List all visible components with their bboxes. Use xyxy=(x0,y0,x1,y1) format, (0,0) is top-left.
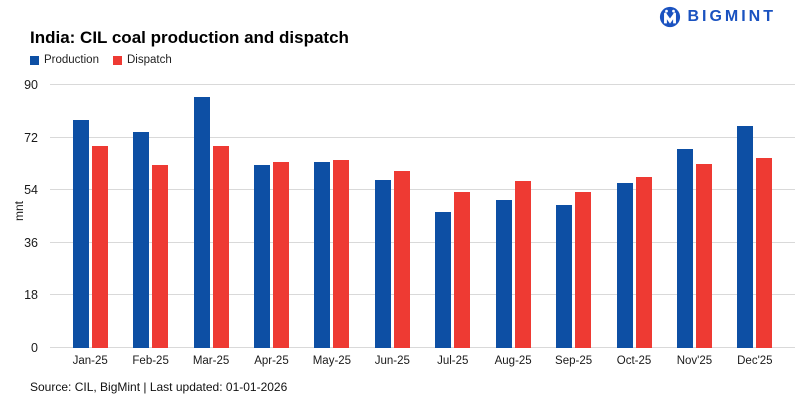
production-bar-Aug-25[interactable] xyxy=(495,200,512,348)
bar-group-Mar-25: Mar-25 xyxy=(181,85,241,367)
y-tick-label-36: 36 xyxy=(24,235,38,250)
production-bar-Apr-25[interactable] xyxy=(253,165,270,348)
gridline-18 xyxy=(50,294,795,296)
production-bar-Nov'25[interactable] xyxy=(676,149,693,348)
x-tick-label-Dec'25: Dec'25 xyxy=(737,355,773,367)
gridline-90 xyxy=(50,84,795,85)
dispatch-bar-Feb-25[interactable] xyxy=(152,165,169,348)
x-tick-label-Jul-25: Jul-25 xyxy=(437,355,469,367)
bar-group-Aug-25: Aug-25 xyxy=(483,85,543,367)
production-bar-Feb-25[interactable] xyxy=(133,131,150,348)
chart-title: India: CIL coal production and dispatch xyxy=(30,28,349,47)
y-axis-ticks: 0 18 36 54 72 90 xyxy=(0,78,42,355)
bar-group-Dec'25: Dec'25 xyxy=(725,85,785,367)
dispatch-bar-Dec'25[interactable] xyxy=(756,158,773,348)
dispatch-bar-Apr-25[interactable] xyxy=(272,162,289,348)
y-tick-label-72: 72 xyxy=(24,130,38,145)
legend: Production Dispatch xyxy=(30,54,172,66)
dispatch-bar-Mar-25[interactable] xyxy=(212,146,229,348)
x-tick-label-Aug-25: Aug-25 xyxy=(494,355,532,367)
x-tick-label-Sep-25: Sep-25 xyxy=(555,355,593,367)
dispatch-swatch xyxy=(112,55,122,65)
bar-group-Jan-25: Jan-25 xyxy=(60,85,120,367)
brand-name: BIGMINT xyxy=(687,8,776,25)
bar-group-Jun-25: Jun-25 xyxy=(362,85,422,367)
dispatch-bar-Sep-25[interactable] xyxy=(575,191,592,348)
bar-group-Nov'25: Nov'25 xyxy=(664,85,724,367)
production-bar-May-25[interactable] xyxy=(314,162,331,348)
bigmint-logo-icon xyxy=(659,6,681,28)
dispatch-bar-Jul-25[interactable] xyxy=(454,191,471,348)
source-note: Source: CIL, BigMint | Last updated: 01-… xyxy=(30,380,288,394)
y-axis-label: mnt xyxy=(12,201,26,222)
x-tick-label-Nov'25: Nov'25 xyxy=(676,355,713,367)
y-tick-label-90: 90 xyxy=(24,78,38,92)
x-tick-label-Jun-25: Jun-25 xyxy=(374,355,410,367)
bar-group-Feb-25: Feb-25 xyxy=(120,85,180,367)
dispatch-bar-Jun-25[interactable] xyxy=(393,171,410,348)
production-bar-Jun-25[interactable] xyxy=(374,179,391,348)
bars-row: Jan-25 Feb-25 Mar-25 Apr-25 May-25 Jun-25 Jul-… xyxy=(60,85,785,367)
dispatch-bar-Aug-25[interactable] xyxy=(514,181,531,348)
x-tick-label-Feb-25: Feb-25 xyxy=(132,355,169,367)
legend-label-production: Production xyxy=(44,54,99,66)
bar-group-Apr-25: Apr-25 xyxy=(241,85,301,367)
x-tick-label-May-25: May-25 xyxy=(312,355,352,367)
dispatch-bar-Nov'25[interactable] xyxy=(695,163,712,348)
x-tick-label-Oct-25: Oct-25 xyxy=(616,355,652,367)
gridline-0 xyxy=(50,347,795,348)
gridline-36 xyxy=(50,241,795,243)
y-tick-label-54: 54 xyxy=(24,183,38,198)
production-bar-Jan-25[interactable] xyxy=(72,120,89,348)
x-tick-label-Jan-25: Jan-25 xyxy=(72,355,108,367)
legend-item-production[interactable]: Production xyxy=(30,54,99,66)
legend-label-dispatch: Dispatch xyxy=(126,54,172,66)
bar-group-Jul-25: Jul-25 xyxy=(423,85,483,367)
bar-group-Oct-25: Oct-25 xyxy=(604,85,664,367)
production-bar-Sep-25[interactable] xyxy=(556,204,573,348)
dispatch-bar-May-25[interactable] xyxy=(333,159,350,348)
production-bar-Jul-25[interactable] xyxy=(435,212,452,348)
production-bar-Dec'25[interactable] xyxy=(737,125,754,348)
plot-area: Jan-25 Feb-25 Mar-25 Apr-25 May-25 Jun-25 Jul-… xyxy=(50,84,795,367)
legend-item-dispatch[interactable]: Dispatch xyxy=(112,54,172,66)
y-tick-label-0: 0 xyxy=(31,341,38,355)
bar-group-May-25: May-25 xyxy=(302,85,362,367)
dispatch-bar-Oct-25[interactable] xyxy=(635,177,652,348)
dispatch-bar-Jan-25[interactable] xyxy=(91,146,108,348)
production-swatch xyxy=(30,55,39,65)
production-bar-Mar-25[interactable] xyxy=(193,96,210,348)
bar-group-Sep-25: Sep-25 xyxy=(543,85,603,367)
gridline-72 xyxy=(50,136,795,138)
x-tick-label-Apr-25: Apr-25 xyxy=(254,355,289,367)
y-tick-label-18: 18 xyxy=(24,288,38,303)
brand-logo: BIGMINT xyxy=(659,6,776,28)
production-bar-Oct-25[interactable] xyxy=(616,182,633,348)
x-tick-label-Mar-25: Mar-25 xyxy=(192,355,230,367)
gridline-54 xyxy=(50,189,795,191)
